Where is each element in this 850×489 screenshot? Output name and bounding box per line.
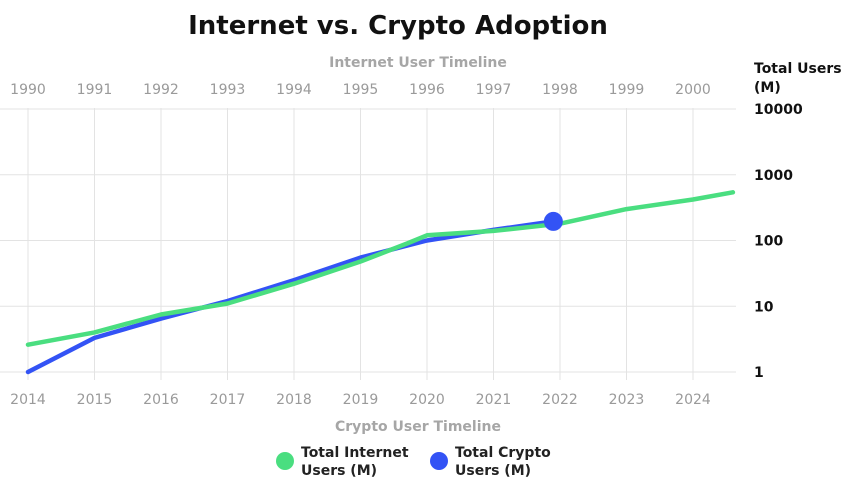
series-line-crypto (25, 219, 556, 375)
top-x-tick-label: 1992 (143, 82, 179, 98)
top-axis-title: Internet User Timeline (329, 55, 507, 71)
grid (0, 108, 736, 380)
top-x-tick-label: 1997 (476, 82, 512, 98)
legend-marker-internet (276, 452, 294, 470)
bottom-axis-title: Crypto User Timeline (335, 419, 501, 435)
bottom-x-tick-label: 2016 (143, 392, 179, 408)
top-x-tick-label: 1994 (276, 82, 312, 98)
top-x-tick-label: 2000 (675, 82, 711, 98)
bottom-x-tick-label: 2019 (343, 392, 379, 408)
y-tick-label: 10 (754, 299, 774, 315)
top-x-tick-label: 1998 (542, 82, 578, 98)
series-lines (25, 190, 736, 375)
crypto-latest-point (543, 211, 563, 231)
y-axis-title-line1: Total Users (754, 61, 842, 77)
top-x-tick-label: 1993 (210, 82, 246, 98)
chart-title: Internet vs. Crypto Adoption (188, 11, 608, 41)
legend: Total Internet Users (M) Total Crypto Us… (276, 445, 551, 479)
y-axis-title-line2: (M) (754, 80, 781, 96)
bottom-x-tick-label: 2022 (542, 392, 578, 408)
top-x-tick-label: 1991 (77, 82, 113, 98)
y-tick-label: 100 (754, 234, 783, 250)
top-x-tick-label: 1996 (409, 82, 445, 98)
legend-marker-crypto (430, 452, 448, 470)
bottom-x-tick-label: 2015 (77, 392, 113, 408)
axis-ticks: 1990 1991 1992 1993 1994 1995 1996 1997 1998 1999… (10, 82, 803, 408)
bottom-x-tick-label: 2021 (476, 392, 512, 408)
bottom-x-tick-label: 2018 (276, 392, 312, 408)
bottom-x-tick-label: 2014 (10, 392, 46, 408)
legend-label-crypto-line2: Users (M) (455, 463, 531, 479)
legend-label-internet-line2: Users (M) (301, 463, 377, 479)
legend-label-crypto-line1: Total Crypto (455, 445, 551, 461)
series-line-internet (25, 190, 736, 347)
bottom-x-tick-label: 2023 (609, 392, 645, 408)
top-x-tick-label: 1990 (10, 82, 46, 98)
y-tick-label: 1 (754, 365, 764, 381)
bottom-x-tick-label: 2020 (409, 392, 445, 408)
y-tick-label: 10000 (754, 102, 803, 118)
top-x-tick-label: 1999 (609, 82, 645, 98)
bottom-x-tick-label: 2024 (675, 392, 711, 408)
y-tick-label: 1000 (754, 168, 793, 184)
top-x-tick-label: 1995 (343, 82, 379, 98)
bottom-x-tick-label: 2017 (210, 392, 246, 408)
legend-label-internet-line1: Total Internet (301, 445, 409, 461)
